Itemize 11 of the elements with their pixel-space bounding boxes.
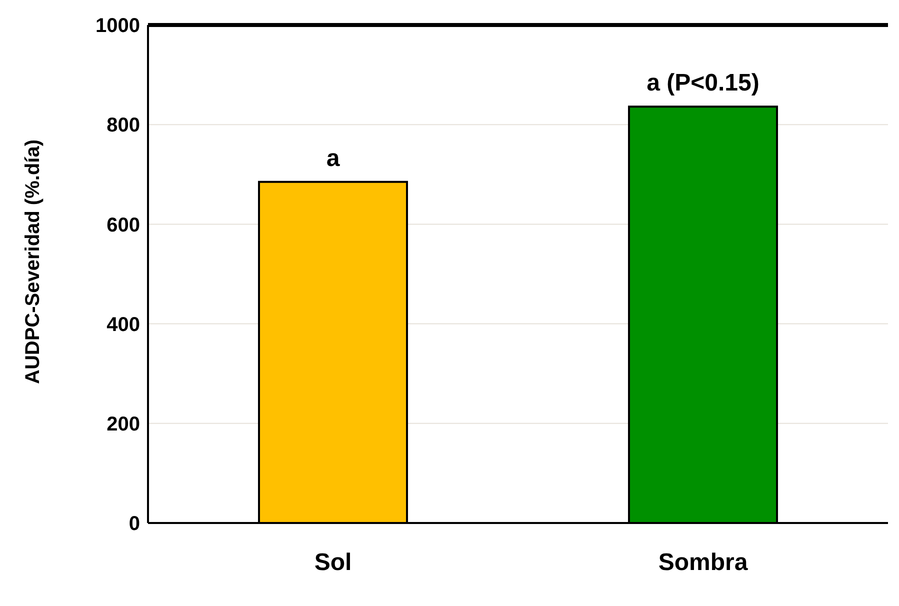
y-tick-label: 1000 <box>96 15 140 38</box>
y-tick-label: 0 <box>128 513 140 536</box>
x-tick-label: Sol <box>314 549 352 576</box>
annotation: a (P<0.15) <box>646 70 760 97</box>
y-tick-label: 200 <box>106 414 140 436</box>
y-tick-label: 800 <box>106 114 140 137</box>
annotation: a <box>326 144 340 172</box>
y-tick-label: 600 <box>106 214 140 236</box>
x-tick-label: Sombra <box>658 549 748 576</box>
y-tick-label: 400 <box>106 314 140 336</box>
y-axis-title: AUDPC-Severidad (%.día) <box>22 140 44 384</box>
